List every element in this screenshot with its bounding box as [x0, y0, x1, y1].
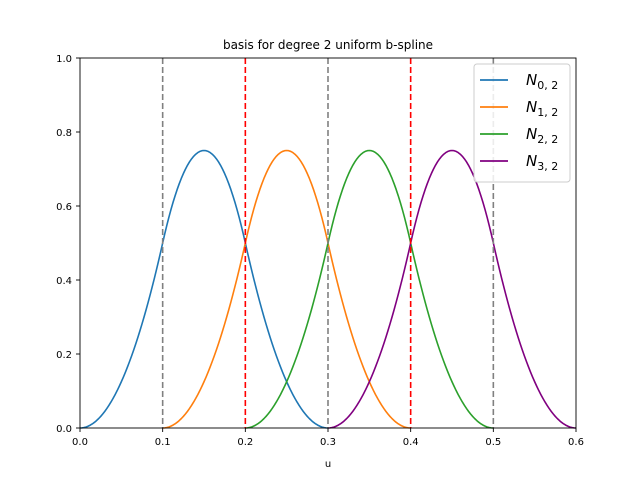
- series-line-3: [327, 149, 577, 429]
- x-tick-label-4: 0.4: [403, 437, 419, 448]
- y-tick-label-5: 1.0: [56, 54, 72, 65]
- x-tick-label-3: 0.3: [320, 437, 336, 448]
- x-tick-label-5: 0.5: [485, 437, 501, 448]
- legend: N0, 2N1, 2N2, 2N3, 2: [473, 63, 571, 183]
- legend-symbol-0: N: [526, 71, 537, 89]
- legend-symbol-2: N: [526, 125, 537, 143]
- x-tick-label-6: 0.6: [568, 437, 584, 448]
- y-tick-label-1: 0.2: [56, 350, 72, 361]
- legend-symbol-3: N: [526, 152, 537, 170]
- legend-symbol-1: N: [526, 98, 537, 116]
- y-tick-label-0: 0.0: [56, 424, 72, 435]
- x-axis-label: u: [325, 459, 331, 470]
- plot-area: 0.0 0.1 0.2 0.3 0.4 0.5 0.6 0.0 0.2 0.4 0.6 0.8 1.0 N…: [56, 54, 584, 448]
- x-tick-label-1: 0.1: [155, 437, 171, 448]
- legend-subscript-1: 1, 2: [537, 106, 558, 119]
- y-tick-label-4: 0.8: [56, 128, 72, 139]
- legend-box: [473, 63, 571, 183]
- legend-label-3: N3, 2: [526, 152, 558, 173]
- chart-title: basis for degree 2 uniform b-spline: [223, 38, 433, 52]
- legend-subscript-3: 3, 2: [537, 160, 558, 173]
- legend-subscript-2: 2, 2: [537, 133, 558, 146]
- legend-label-1: N1, 2: [526, 98, 558, 119]
- legend-subscript-0: 0, 2: [537, 79, 558, 92]
- legend-label-0: N0, 2: [526, 71, 558, 92]
- series-line-2: [245, 149, 494, 429]
- legend-label-2: N2, 2: [526, 125, 558, 146]
- x-tick-label-2: 0.2: [237, 437, 253, 448]
- x-tick-label-0: 0.0: [72, 437, 88, 448]
- y-tick-label-2: 0.4: [56, 276, 72, 287]
- y-tick-label-3: 0.6: [56, 202, 72, 213]
